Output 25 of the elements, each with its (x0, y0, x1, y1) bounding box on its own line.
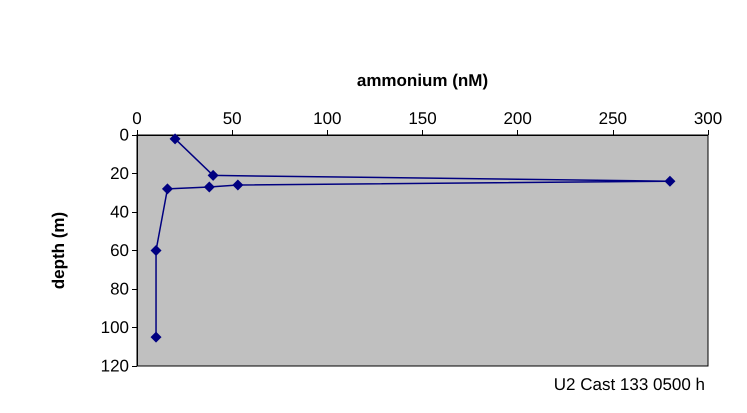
x-tick-label: 300 (694, 109, 722, 128)
y-tick-label: 100 (100, 318, 129, 337)
x-axis-title: ammonium (nM) (356, 71, 488, 90)
y-tick-label: 0 (120, 126, 129, 144)
point (150, 245, 162, 256)
x-tick-label: 200 (503, 109, 532, 128)
x-tick-label: 250 (598, 109, 628, 128)
x-tick-label: 0 (132, 109, 142, 128)
x-tick-label: 100 (313, 109, 342, 128)
y-tick-label: 80 (110, 280, 129, 298)
point (162, 183, 173, 194)
point (232, 180, 244, 191)
y-tick-label: 120 (100, 356, 129, 376)
y-tick-label: 40 (110, 202, 129, 222)
point (170, 133, 181, 144)
x-tick-label: 150 (408, 109, 437, 128)
point (150, 332, 162, 343)
y-tick-label: 20 (110, 164, 129, 183)
x-tick-label: 50 (222, 109, 242, 128)
y-axis-title: depth (m) (49, 212, 68, 290)
point (204, 181, 215, 192)
text: U2 Cast 133 0500 h (554, 375, 706, 394)
point (208, 170, 219, 181)
point (664, 176, 676, 187)
y-tick-label: 60 (110, 241, 129, 260)
